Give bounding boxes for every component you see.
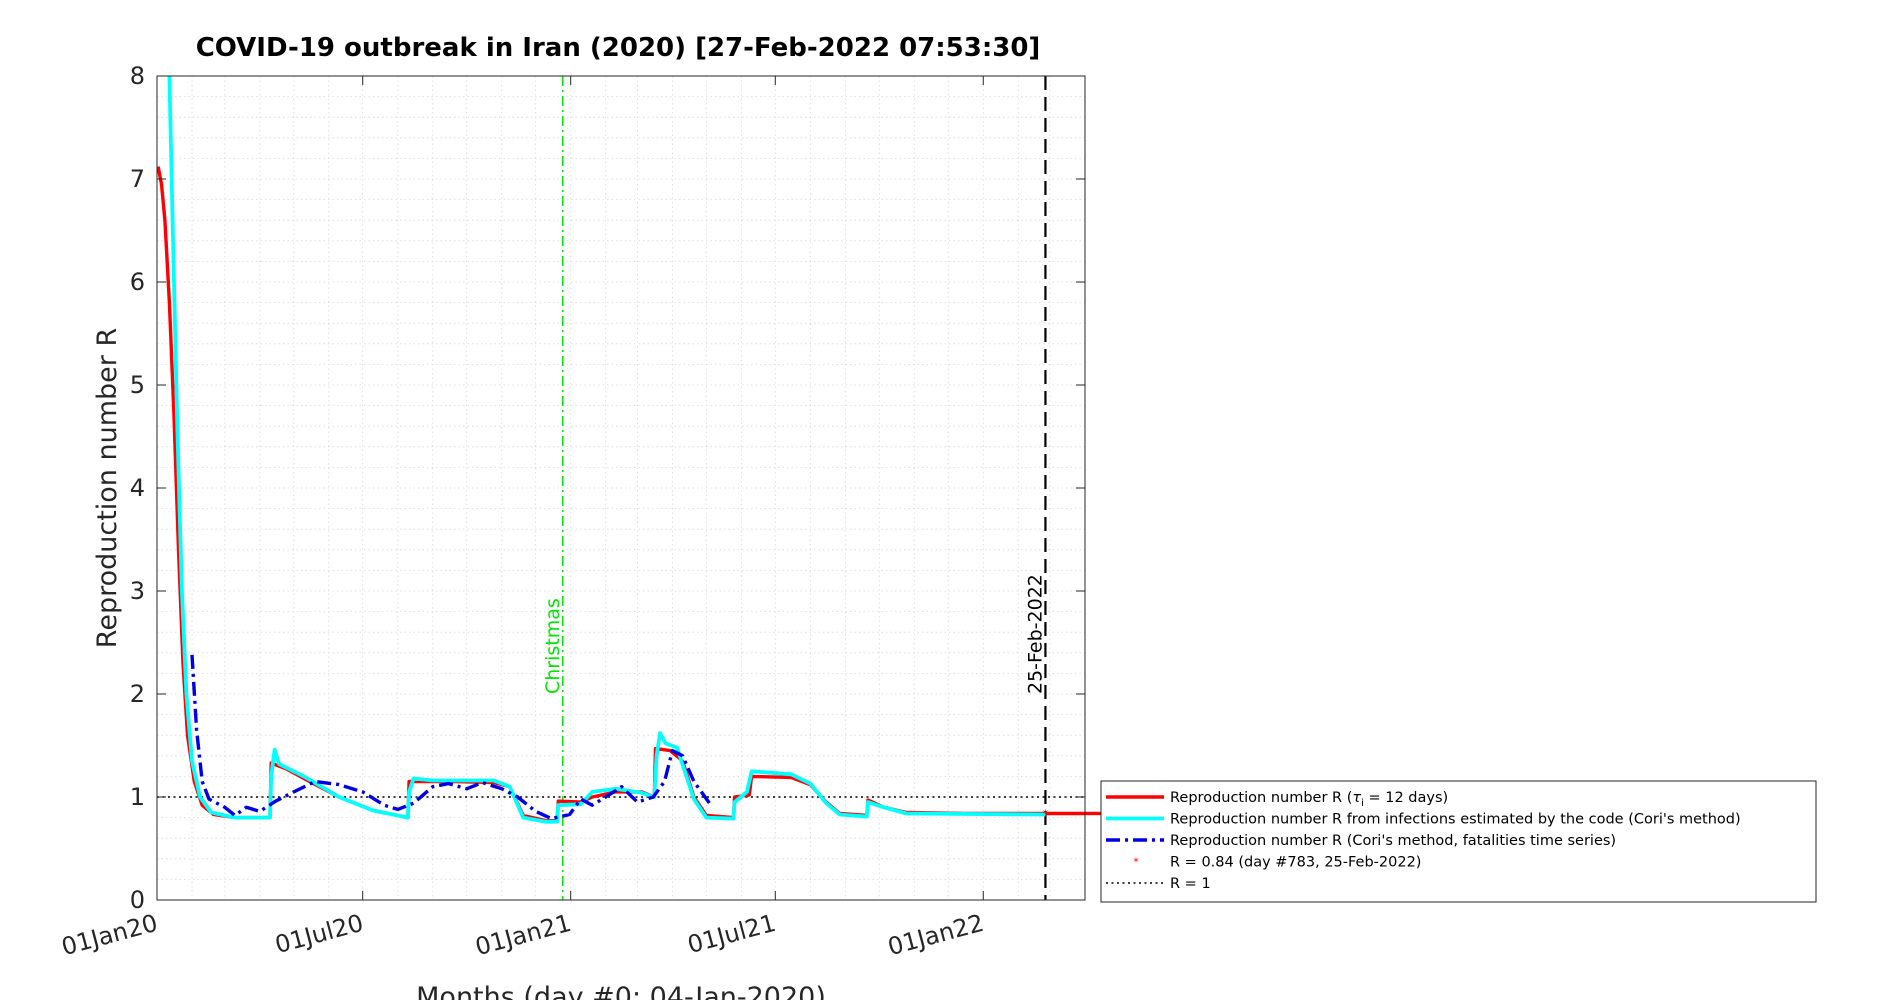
legend-box (1100, 780, 1817, 903)
legend: Reproduction number R (τi = 12 days) Repr… (1100, 780, 1817, 903)
cori-fatalities-series-line (190, 654, 713, 821)
y-tick-label: 7 (130, 165, 145, 193)
legend-entry-label: R = 1 (1170, 876, 1211, 892)
christmas-label: Christmas (542, 598, 564, 694)
plot-series: * (157, 76, 1101, 824)
chart-title: COVID-19 outbreak in Iran (2020) [27-Feb… (196, 33, 1041, 63)
x-axis-label: Months (day #0: 04-Jan-2020) (416, 982, 826, 1000)
event-lines: Christmas 25-Feb-2022 (542, 76, 1047, 900)
y-tick-label: 6 (130, 268, 145, 296)
y-tick-label: 3 (130, 577, 145, 605)
y-axis-label: Reproduction number R (92, 328, 123, 648)
y-tick-label: 2 (130, 680, 145, 708)
cori-infections-series-line (167, 76, 1046, 824)
legend-entry-label: R = 0.84 (day #783, 25-Feb-2022) (1170, 855, 1421, 871)
y-tick-label: 4 (130, 474, 145, 502)
y-tick-label: 5 (130, 371, 145, 399)
current-r-marker: * (1043, 807, 1049, 820)
current-date-label: 25-Feb-2022 (1024, 574, 1046, 694)
legend-swatch-marker: * (1133, 856, 1139, 869)
y-tick-label: 1 (130, 783, 145, 811)
legend-entry-label: Reproduction number R (τi = 12 days) (1170, 790, 1448, 809)
y-tick-label: 8 (130, 62, 145, 90)
y-tick-label: 0 (130, 886, 145, 914)
legend-entry-label: Reproduction number R (Cori's method, fa… (1170, 833, 1616, 849)
legend-entry-label: Reproduction number R from infections es… (1170, 812, 1741, 828)
grid (157, 76, 1085, 900)
